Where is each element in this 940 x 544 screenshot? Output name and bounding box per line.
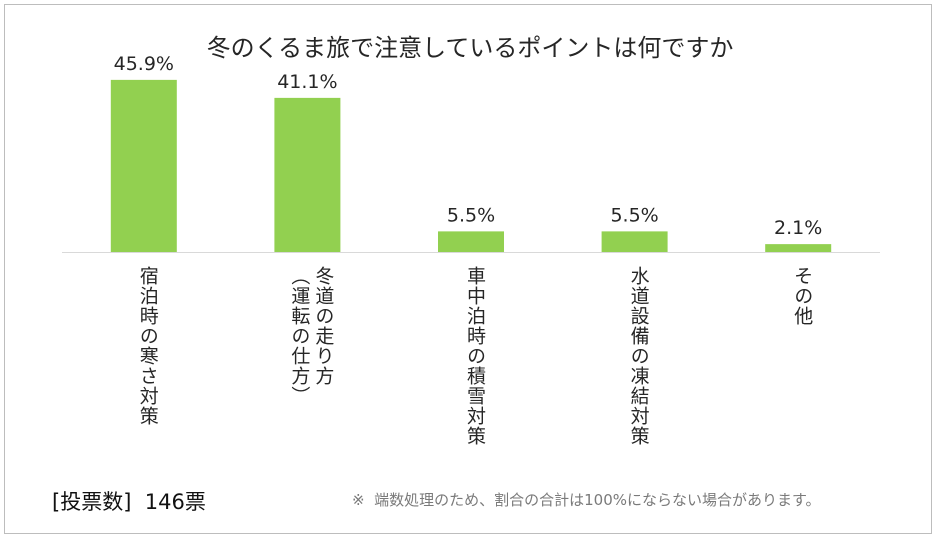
category-label-line: 水道設備の凍結対策: [627, 266, 650, 446]
category-label-2: 冬道の走り方 （運転の仕方）: [279, 266, 335, 466]
bar-1: [110, 79, 177, 252]
chart-frame: [4, 4, 932, 534]
data-label-1: 45.9%: [114, 53, 174, 75]
category-label-1: 宿泊時の寒さ対策: [128, 266, 160, 466]
category-label-line: 冬道の走り方: [312, 266, 335, 386]
bar-5: [765, 244, 832, 252]
bar-4: [601, 231, 668, 252]
data-label-3: 5.5%: [447, 204, 495, 226]
data-label-4: 5.5%: [610, 204, 658, 226]
bar-2: [274, 97, 341, 252]
data-label-2: 41.1%: [277, 71, 337, 93]
category-label-line: 宿泊時の寒さ対策: [136, 266, 159, 426]
category-label-3: 車中泊時の積雪対策: [455, 266, 487, 466]
rounding-note: ※ 端数処理のため、割合の合計は100%にならない場合があります。: [352, 491, 821, 509]
category-label-line: （運転の仕方）: [288, 266, 311, 406]
category-label-5: その他: [782, 266, 814, 466]
category-label-line: その他: [791, 266, 814, 326]
category-label-4: 水道設備の凍結対策: [619, 266, 651, 466]
bar-3: [438, 231, 504, 252]
vote-count: [投票数] 146票: [52, 490, 206, 514]
data-label-5: 2.1%: [774, 217, 822, 239]
chart-title: 冬のくるま旅で注意しているポイントは何ですか: [206, 34, 734, 62]
category-label-line: 車中泊時の積雪対策: [464, 266, 486, 446]
